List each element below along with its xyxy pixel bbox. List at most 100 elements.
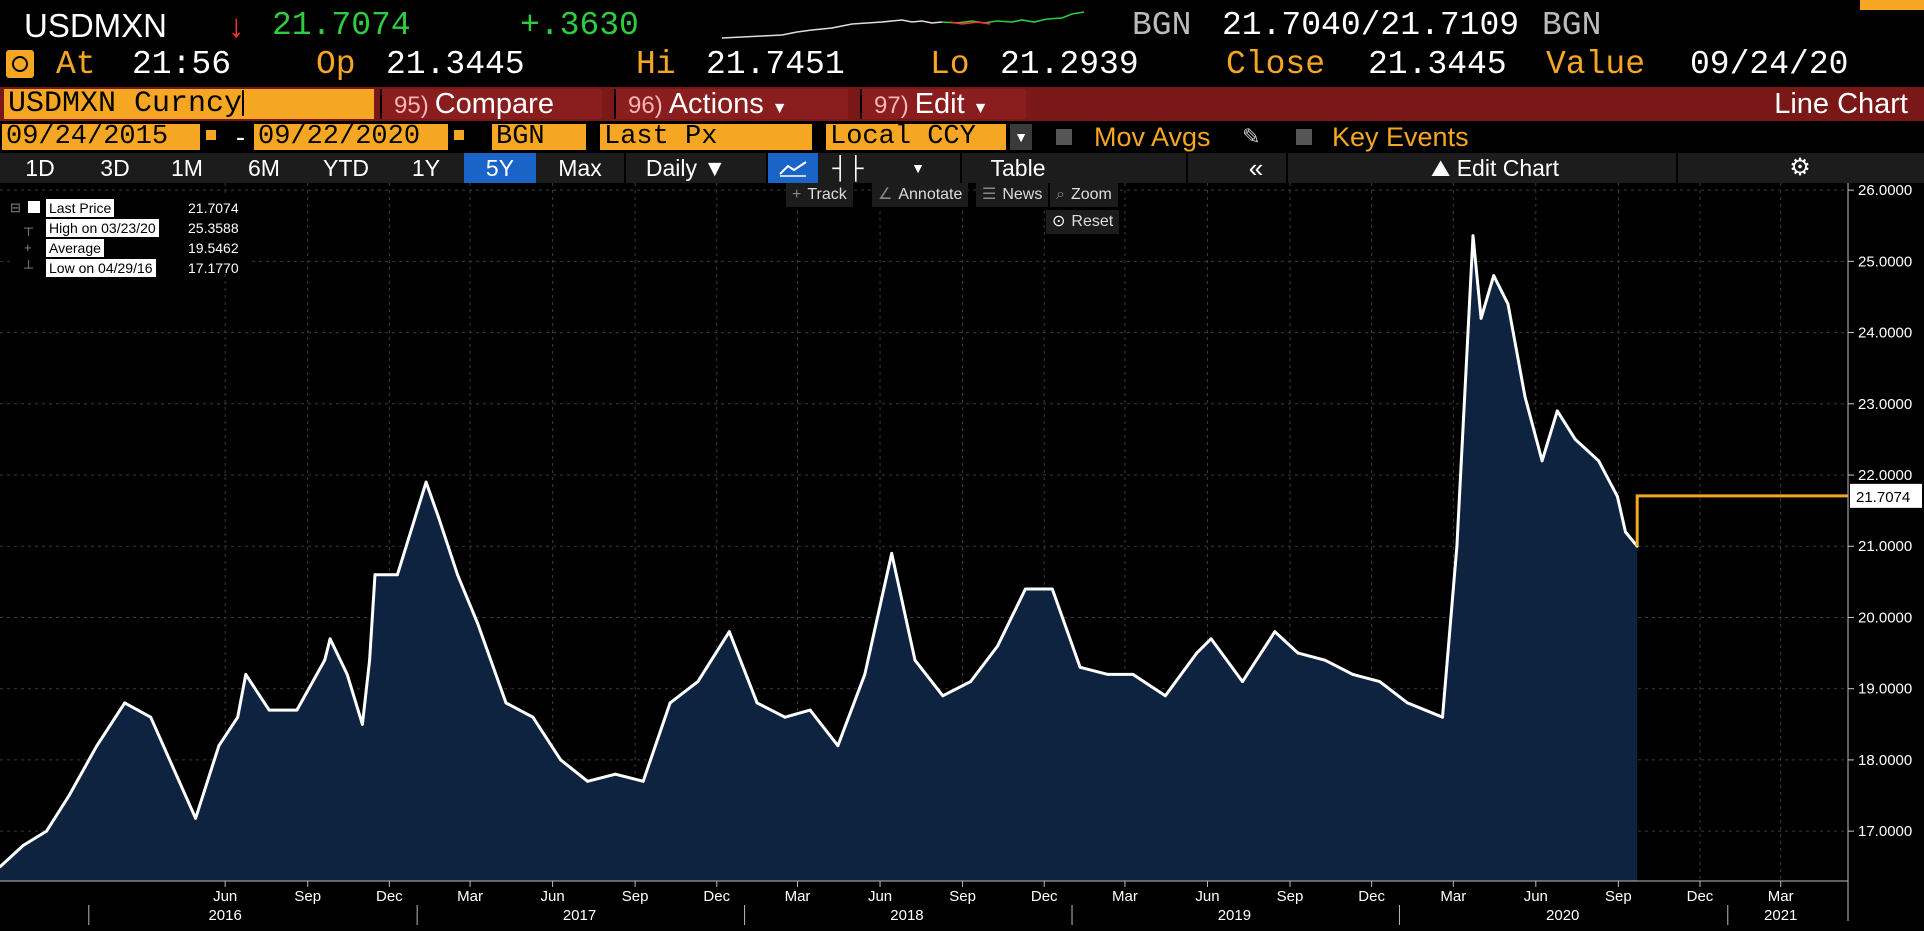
calendar-icon[interactable] — [204, 128, 218, 142]
compare-button[interactable]: 95) Compare — [380, 89, 602, 119]
price-point — [586, 779, 589, 783]
price-point — [194, 816, 198, 820]
price-point — [396, 573, 399, 577]
year-label: 2019 — [1218, 907, 1251, 924]
chevron-down-icon[interactable]: ▼ — [911, 160, 925, 176]
x-tick-label: Jun — [1195, 888, 1219, 905]
alert-flag-icon[interactable] — [1860, 0, 1924, 10]
price-point — [1616, 495, 1619, 498]
magnifier-icon: ⌕ — [1056, 186, 1065, 203]
table-button[interactable]: Table — [990, 155, 1046, 181]
tab-1d[interactable]: 1D — [25, 155, 55, 181]
high-value: 21.7451 — [706, 46, 845, 83]
zoom-tool[interactable]: ⌕ Zoom — [1050, 183, 1118, 207]
legend-checkbox[interactable] — [28, 201, 40, 213]
quote-line: At 21:56 Op 21.3445 Hi 21.7451 Lo 21.293… — [0, 42, 1924, 86]
price-point — [1050, 587, 1054, 591]
price-point — [1506, 302, 1510, 306]
price-point — [996, 644, 999, 648]
period-bar: 1D 3D 1M 6M YTD 1Y 5Y Max Daily ▼ ┤├ ▼ T… — [0, 153, 1924, 183]
frequency-dropdown[interactable]: Daily ▼ — [626, 153, 746, 183]
edit-label: Edit — [914, 88, 965, 120]
field-selector[interactable]: Last Px — [600, 124, 812, 151]
tab-1m[interactable]: 1M — [171, 155, 203, 181]
price-point — [504, 701, 508, 705]
price-point — [456, 573, 459, 577]
security-input[interactable]: USDMXN Curncy — [4, 89, 374, 119]
price-area — [0, 235, 1638, 881]
price-point — [641, 779, 645, 783]
intraday-sparkline — [722, 11, 1085, 39]
price-point — [783, 715, 787, 719]
divider — [960, 153, 962, 183]
low-label: Lo — [930, 46, 970, 83]
tab-6m[interactable]: 6M — [248, 155, 280, 181]
edit-button[interactable]: 97) Edit ▼ — [860, 89, 1026, 119]
collapse-icon[interactable]: ⊟ — [10, 200, 21, 215]
bar-chart-icon[interactable]: ┤├ — [832, 155, 864, 180]
price-point — [476, 623, 480, 626]
x-tick-label: Sep — [294, 888, 321, 905]
actions-button[interactable]: 96) Actions ▼ — [614, 89, 848, 119]
year-label: 2017 — [563, 907, 596, 924]
price-chart[interactable]: 26.0000 25.0000 24.0000 23.0000 22.0000 21.00… — [0, 182, 1924, 926]
legend-average: + Average 19.5462 — [10, 239, 250, 257]
legend-value: 21.7074 — [188, 200, 239, 216]
tab-5y[interactable]: 5Y — [464, 153, 536, 183]
chevron-down-icon[interactable]: ▼ — [1010, 124, 1032, 150]
frequency-label: Daily — [645, 155, 697, 181]
edit-chart-button[interactable]: ⛰ Edit Chart — [1390, 153, 1600, 183]
x-tick-label: Sep — [949, 888, 976, 905]
legend-last-price[interactable]: ⊟ Last Price 21.7074 — [10, 199, 250, 217]
source-field[interactable]: BGN — [492, 124, 586, 151]
annotate-tool[interactable]: ∠ Annotate — [872, 183, 969, 207]
x-tick-label: Mar — [457, 888, 483, 905]
divider — [624, 153, 626, 183]
y-tick-label: 24.0000 — [1858, 325, 1912, 342]
down-arrow-icon: ↓ — [228, 7, 245, 44]
price-point — [1406, 701, 1409, 705]
y-tick-label: 21.0000 — [1858, 538, 1912, 555]
price-point — [45, 829, 48, 833]
calendar-icon[interactable] — [452, 128, 466, 142]
high-marker-icon: ┬ — [24, 220, 34, 235]
news-tool[interactable]: ☰ News — [976, 183, 1049, 207]
price-point — [1378, 680, 1382, 683]
tab-3d[interactable]: 3D — [100, 155, 130, 181]
price-point — [1209, 637, 1213, 641]
price-point — [1078, 665, 1082, 669]
y-tick-label: 17.0000 — [1858, 823, 1912, 840]
x-tick-label: Dec — [703, 888, 730, 905]
open-value: 21.3445 — [386, 46, 525, 83]
zoom-label: Zoom — [1070, 186, 1112, 203]
legend-value: 25.3588 — [188, 220, 239, 236]
price-point — [149, 715, 153, 719]
reset-tool[interactable]: ⊙ Reset — [1046, 210, 1120, 234]
start-date-field[interactable]: 09/24/2015 — [2, 124, 200, 151]
gear-icon[interactable]: ⚙ — [1789, 154, 1811, 181]
chart-area[interactable]: 26.0000 25.0000 24.0000 23.0000 22.0000 21.00… — [0, 182, 1924, 926]
x-tick-label: Jun — [1524, 888, 1548, 905]
function-bar: USDMXN Curncy 95) Compare 96) Actions ▼ 97)… — [0, 87, 1924, 121]
net-change: +.3630 — [520, 7, 639, 44]
currency-selector[interactable]: Local CCY — [826, 124, 1006, 151]
last-price: 21.7074 — [272, 7, 411, 44]
pencil-icon[interactable]: ✎ — [1242, 124, 1261, 149]
tab-ytd[interactable]: YTD — [323, 155, 369, 181]
chart-icon: ⛰ — [1431, 155, 1451, 181]
key-events-checkbox[interactable] — [1296, 129, 1312, 145]
tab-1y[interactable]: 1Y — [411, 155, 441, 181]
x-tick-label: Jun — [213, 888, 237, 905]
price-point — [614, 772, 617, 776]
mov-avgs-checkbox[interactable] — [1056, 129, 1072, 145]
price-point — [368, 658, 371, 662]
value-date: 09/24/20 — [1690, 46, 1849, 83]
close-label: Close — [1226, 46, 1326, 83]
track-tool[interactable]: + Track — [786, 183, 853, 207]
tab-max[interactable]: Max — [558, 155, 602, 181]
y-tick-label: 18.0000 — [1858, 752, 1912, 769]
end-date-field[interactable]: 09/22/2020 — [254, 124, 448, 151]
line-chart-icon[interactable] — [768, 153, 818, 183]
collapse-icon[interactable]: « — [1248, 153, 1264, 183]
clock-icon — [6, 50, 34, 78]
